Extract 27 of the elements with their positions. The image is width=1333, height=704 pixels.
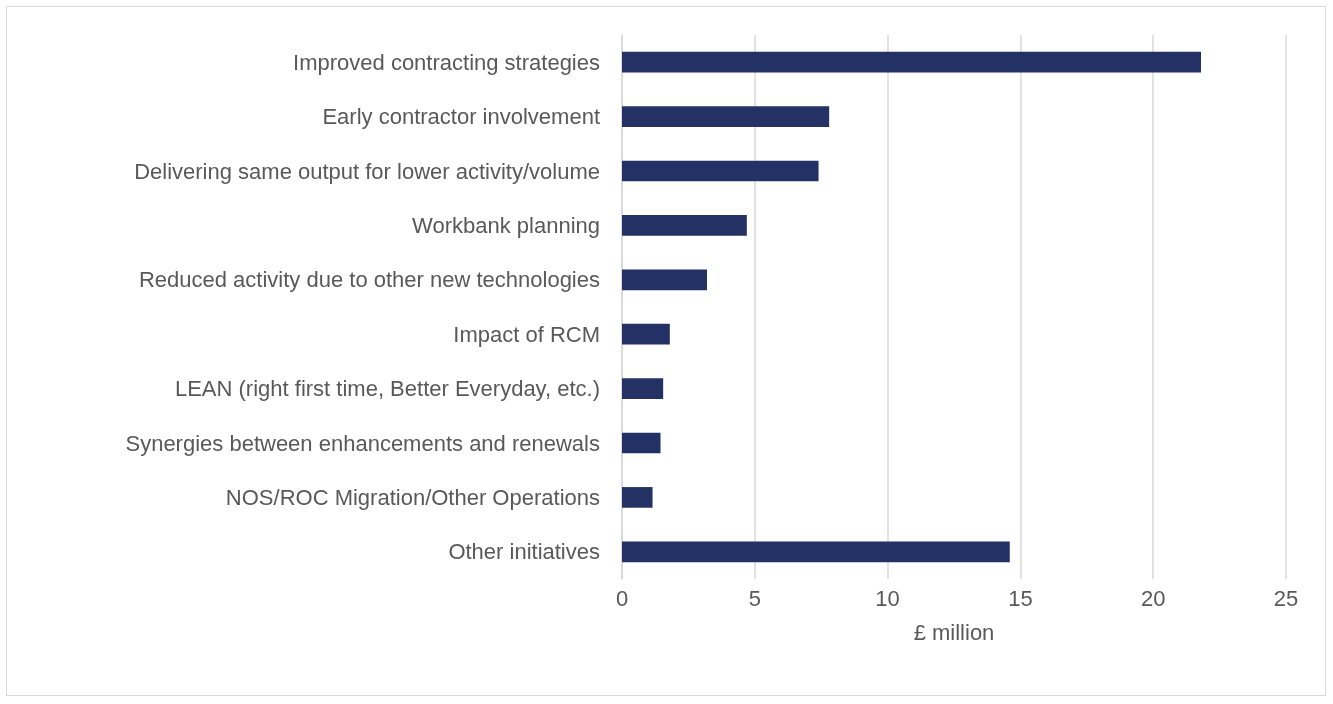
x-tick-label: 25 [1273,585,1299,611]
y-tick-label: Reduced activity due to other new technologies [138,267,600,293]
y-tick-label: Impact of RCM [453,321,600,347]
y-tick-label: Other initiatives [448,539,600,565]
y-tick-label: LEAN (right first time, Better Everyday, etc.) [174,376,600,402]
bar [622,432,661,454]
bar [622,160,819,182]
bar [622,269,707,291]
y-tick-label: Synergies between enhancements and renewals [125,430,600,456]
bar [622,378,664,399]
x-tick-label: 10 [875,585,900,611]
bar [622,51,1202,73]
bar [622,323,670,345]
bar [622,541,1010,563]
x-tick-label: 5 [748,585,761,611]
y-tick-label: Improved contracting strategies [293,49,600,75]
x-tick-label: 20 [1140,585,1166,611]
x-tick-label: 15 [1008,585,1033,611]
bar [622,106,830,127]
x-tick-label: 0 [615,585,629,611]
x-axis-title: £ million [913,619,995,645]
bar [622,215,747,236]
y-tick-label: NOS/ROC Migration/Other Operations [225,484,600,510]
y-tick-label: Workbank planning [412,212,600,238]
bar [622,487,653,508]
y-tick-label: Delivering same output for lower activity/volume [134,158,600,184]
y-tick-label: Early contractor involvement [322,104,600,130]
